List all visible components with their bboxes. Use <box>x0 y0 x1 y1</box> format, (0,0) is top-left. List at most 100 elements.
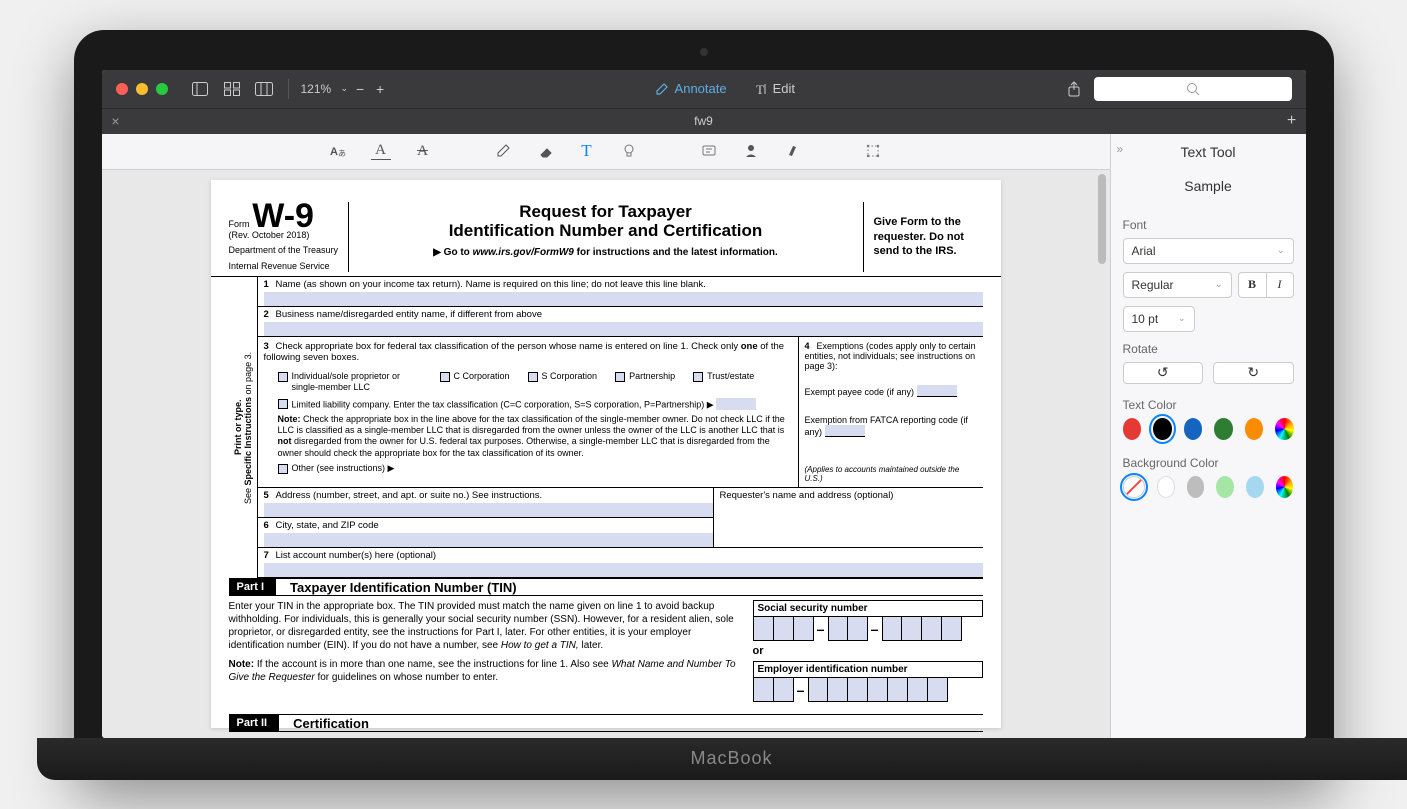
scrollbar[interactable] <box>1096 170 1106 738</box>
or-label: or <box>753 645 983 657</box>
annotation-toolbar: Aあ A A T <box>102 134 1110 170</box>
sample-preview: Sample <box>1123 178 1294 194</box>
line-1-label: Name (as shown on your income tax return… <box>276 279 706 290</box>
line-6-label: City, state, and ZIP code <box>276 520 379 531</box>
requester-box[interactable]: Requester's name and address (optional) <box>713 488 983 547</box>
font-style-select[interactable]: Regular⌄ <box>1123 272 1232 298</box>
text-color-picker-button[interactable] <box>1275 418 1294 440</box>
bg-color-swatch[interactable] <box>1187 476 1205 498</box>
form-title-line2: Identification Number and Certification <box>359 221 853 241</box>
bg-color-swatch[interactable] <box>1246 476 1264 498</box>
part1-header: Part I <box>229 579 277 595</box>
svg-text:A: A <box>330 146 338 158</box>
strikethrough-icon[interactable]: A <box>413 141 433 161</box>
search-input[interactable] <box>1094 77 1292 101</box>
form-label: Form <box>229 219 250 229</box>
font-family-select[interactable]: Arial⌄ <box>1123 238 1294 264</box>
bold-button[interactable]: B <box>1238 272 1266 298</box>
bg-color-swatch[interactable] <box>1157 476 1175 498</box>
ssn-label: Social security number <box>753 600 983 617</box>
svg-text:T: T <box>756 82 764 96</box>
highlighter-icon[interactable] <box>783 141 803 161</box>
text-color-swatch[interactable] <box>1123 418 1142 440</box>
pencil-icon[interactable] <box>493 141 513 161</box>
tab-add-button[interactable]: + <box>1278 112 1306 130</box>
underline-icon[interactable]: A <box>371 143 391 160</box>
checkbox-c-corp[interactable] <box>440 372 450 382</box>
tab-close-button[interactable]: × <box>102 113 130 129</box>
line-4-label: Exemptions (codes apply only to certain … <box>805 341 976 371</box>
ein-label: Employer identification number <box>753 661 983 678</box>
window-close-button[interactable] <box>116 83 128 95</box>
laptop-brand-label: MacBook <box>37 738 1407 780</box>
form-code: W-9 <box>252 197 314 235</box>
note-icon[interactable] <box>699 141 719 161</box>
side-instructions-label: Print or type.See Specific Instructions … <box>229 277 257 578</box>
document-viewport[interactable]: Form W-9 (Rev. October 2018) Department … <box>102 170 1110 738</box>
sidebar-title: Text Tool <box>1123 144 1294 160</box>
window-zoom-button[interactable] <box>156 83 168 95</box>
annotate-mode-button[interactable]: Annotate <box>645 77 737 100</box>
checkbox-llc[interactable] <box>278 399 288 409</box>
tab-bar: × fw9 + <box>102 108 1306 134</box>
edit-mode-button[interactable]: T Edit <box>745 77 805 100</box>
llc-classification-field[interactable] <box>716 398 756 410</box>
text-color-swatch[interactable] <box>1214 418 1233 440</box>
form-title-line1: Request for Taxpayer <box>359 202 853 222</box>
text-color-swatch[interactable] <box>1245 418 1264 440</box>
rotate-cw-button[interactable]: ↻ <box>1213 362 1294 384</box>
goto-instructions: ▶ Go to www.irs.gov/FormW9 for instructi… <box>359 247 853 258</box>
account-numbers-field[interactable] <box>264 563 983 577</box>
text-tool-icon[interactable]: T <box>577 141 597 161</box>
inspector-sidebar: » Text Tool Sample Font Arial⌄ Regular⌄ … <box>1110 134 1306 738</box>
checkbox-other[interactable] <box>278 464 288 474</box>
exempt-payee-field[interactable] <box>917 385 957 397</box>
bg-color-swatch[interactable] <box>1216 476 1234 498</box>
applies-note: (Applies to accounts maintained outside … <box>805 465 977 483</box>
checkbox-individual[interactable] <box>278 372 288 382</box>
view-grid-button[interactable] <box>220 77 244 101</box>
rotate-label: Rotate <box>1123 342 1294 356</box>
checkbox-s-corp[interactable] <box>528 372 538 382</box>
text-color-label: Text Color <box>1123 398 1294 412</box>
eraser-icon[interactable] <box>535 141 555 161</box>
rotate-ccw-button[interactable]: ↺ <box>1123 362 1204 384</box>
italic-button[interactable]: I <box>1266 272 1294 298</box>
signature-icon[interactable] <box>741 141 761 161</box>
fatca-code-field[interactable] <box>825 425 865 437</box>
sidebar-collapse-button[interactable]: » <box>1117 142 1124 156</box>
part1-instructions: Enter your TIN in the appropriate box. T… <box>229 600 737 702</box>
ein-field[interactable]: – <box>753 678 983 702</box>
window-minimize-button[interactable] <box>136 83 148 95</box>
dept-irs: Internal Revenue Service <box>229 262 340 272</box>
zoom-in-button[interactable]: + <box>372 77 388 101</box>
checkbox-trust[interactable] <box>693 372 703 382</box>
part1-title: Taxpayer Identification Number (TIN) <box>276 580 517 595</box>
address-field[interactable] <box>264 503 713 517</box>
bg-color-label: Background Color <box>1123 456 1294 470</box>
view-columns-button[interactable] <box>252 77 276 101</box>
stamp-icon[interactable] <box>619 141 639 161</box>
line-2-label: Business name/disregarded entity name, i… <box>276 309 543 320</box>
zoom-out-button[interactable]: − <box>352 77 368 101</box>
text-color-swatch[interactable] <box>1184 418 1203 440</box>
sidebar-toggle-button[interactable] <box>188 77 212 101</box>
ssn-field[interactable]: – – <box>753 617 983 641</box>
app-toolbar: 121% ⌄ − + Annotate T Edit <box>102 70 1306 108</box>
crop-icon[interactable] <box>863 141 883 161</box>
business-name-field[interactable] <box>264 322 983 336</box>
bg-color-none-swatch[interactable] <box>1123 476 1145 498</box>
line-5-label: Address (number, street, and apt. or sui… <box>276 490 543 501</box>
give-form-instructions: Give Form to the requester. Do not send … <box>863 202 983 273</box>
bg-color-picker-button[interactable] <box>1276 476 1294 498</box>
text-style-icon[interactable]: Aあ <box>329 141 349 161</box>
font-size-select[interactable]: 10 pt⌄ <box>1123 306 1195 332</box>
share-button[interactable] <box>1062 77 1086 101</box>
checkbox-partnership[interactable] <box>615 372 625 382</box>
name-field[interactable] <box>264 292 983 306</box>
form-revision: (Rev. October 2018) <box>229 230 340 240</box>
zoom-value[interactable]: 121% <box>301 82 337 96</box>
dept-treasury: Department of the Treasury <box>229 246 340 256</box>
city-state-zip-field[interactable] <box>264 533 713 547</box>
text-color-swatch[interactable] <box>1153 418 1172 440</box>
